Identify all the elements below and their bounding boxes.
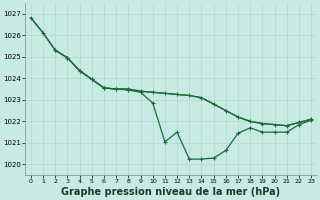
- X-axis label: Graphe pression niveau de la mer (hPa): Graphe pression niveau de la mer (hPa): [61, 187, 281, 197]
